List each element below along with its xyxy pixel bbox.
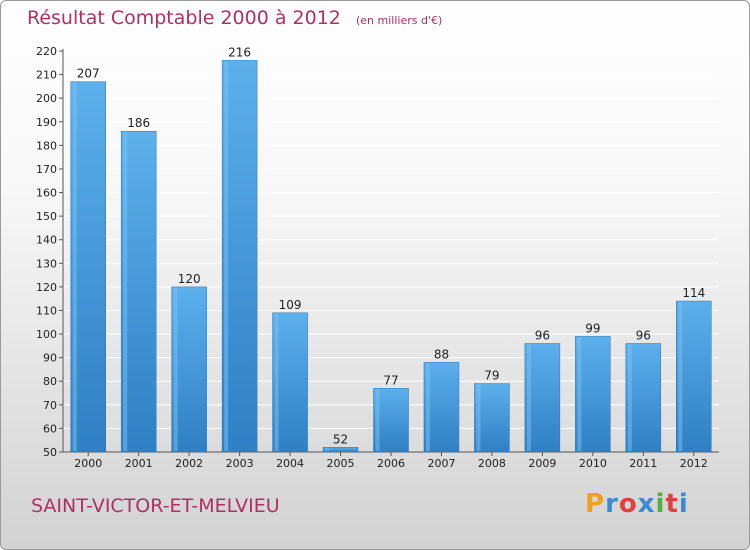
x-tick-labels: 2000 2001 2002 2003 2004 2005 2006 2007 2008 2009… <box>74 452 708 470</box>
y-tick-label: 210 <box>36 69 57 82</box>
bar-highlight <box>375 389 380 451</box>
data-label: 88 <box>434 347 449 361</box>
y-tick-label: 100 <box>36 328 57 341</box>
data-label: 207 <box>77 67 100 81</box>
x-tick-label: 2008 <box>478 457 506 470</box>
data-label: 114 <box>682 286 705 300</box>
y-tick-label: 60 <box>43 422 57 435</box>
data-label: 99 <box>585 321 600 335</box>
x-tick-label: 2005 <box>327 457 355 470</box>
x-tick-label: 2000 <box>74 457 102 470</box>
chart-title-group: Résultat Comptable 2000 à 2012 (en milli… <box>27 7 442 29</box>
bar-highlight <box>274 313 279 451</box>
chart-title: Résultat Comptable 2000 à 2012 <box>27 7 341 29</box>
bar-highlight <box>325 448 330 451</box>
chart-subtitle: (en milliers d'€) <box>355 14 443 27</box>
logo-letter: r <box>605 489 619 519</box>
logo-letter: x <box>637 489 656 519</box>
y-tick-label: 120 <box>36 281 57 294</box>
bar-highlight <box>72 82 77 451</box>
data-label: 96 <box>636 328 651 342</box>
bars <box>70 60 712 453</box>
data-label: 186 <box>127 116 150 130</box>
y-tick-label: 110 <box>36 304 57 317</box>
bar-highlight <box>173 287 178 451</box>
y-tick-label: 130 <box>36 257 57 270</box>
data-label: 216 <box>228 45 251 59</box>
data-label: 120 <box>178 272 201 286</box>
y-tick-label: 170 <box>36 163 57 176</box>
data-label: 77 <box>383 373 398 387</box>
y-tick-label: 190 <box>36 116 57 129</box>
x-tick-label: 2002 <box>175 457 203 470</box>
x-tick-label: 2007 <box>427 457 455 470</box>
y-tick-label: 140 <box>36 234 57 247</box>
data-labels: 207 186 120 216 109 52 77 88 79 96 99 96 114 <box>77 45 705 446</box>
x-tick-label: 2010 <box>579 457 607 470</box>
x-tick-label: 2011 <box>629 457 657 470</box>
x-tick-label: 2001 <box>125 457 153 470</box>
bar-highlight <box>577 337 582 451</box>
y-tick-label: 80 <box>43 375 57 388</box>
data-label: 96 <box>535 328 550 342</box>
logo-letter: t <box>665 489 679 519</box>
logo-letter: o <box>618 489 638 519</box>
y-tick-label: 220 <box>36 45 57 58</box>
bar-highlight <box>678 302 683 451</box>
y-tick-label: 200 <box>36 92 57 105</box>
x-tick-label: 2006 <box>377 457 405 470</box>
commune-name: SAINT-VICTOR-ET-MELVIEU <box>31 495 280 517</box>
x-tick-label: 2009 <box>528 457 556 470</box>
logo-letter: P <box>585 489 606 519</box>
bar-highlight <box>123 132 128 451</box>
y-tick-label: 90 <box>43 352 57 365</box>
data-label: 52 <box>333 432 348 446</box>
y-tick-label: 150 <box>36 210 57 223</box>
data-label: 109 <box>279 298 302 312</box>
x-tick-label: 2003 <box>226 457 254 470</box>
bar-highlight <box>425 363 430 451</box>
data-label: 79 <box>484 369 499 383</box>
x-tick-label: 2004 <box>276 457 304 470</box>
bar-highlight <box>224 61 229 451</box>
y-tick-label: 180 <box>36 139 57 152</box>
bar-highlight <box>627 344 632 451</box>
y-tick-label: 70 <box>43 399 57 412</box>
proxiti-logo: Proxiti <box>585 489 689 519</box>
y-tick-label: 160 <box>36 187 57 200</box>
y-tick-labels: 50 60 70 80 90 100 110 120 130 140 150 160 170 180 190… <box>36 45 57 459</box>
bar-highlight <box>526 344 531 451</box>
y-tick-label: 50 <box>43 446 57 459</box>
x-tick-label: 2012 <box>680 457 708 470</box>
logo-letter: i <box>678 489 689 519</box>
bar-highlight <box>476 384 481 451</box>
logo-letter: i <box>655 489 666 519</box>
